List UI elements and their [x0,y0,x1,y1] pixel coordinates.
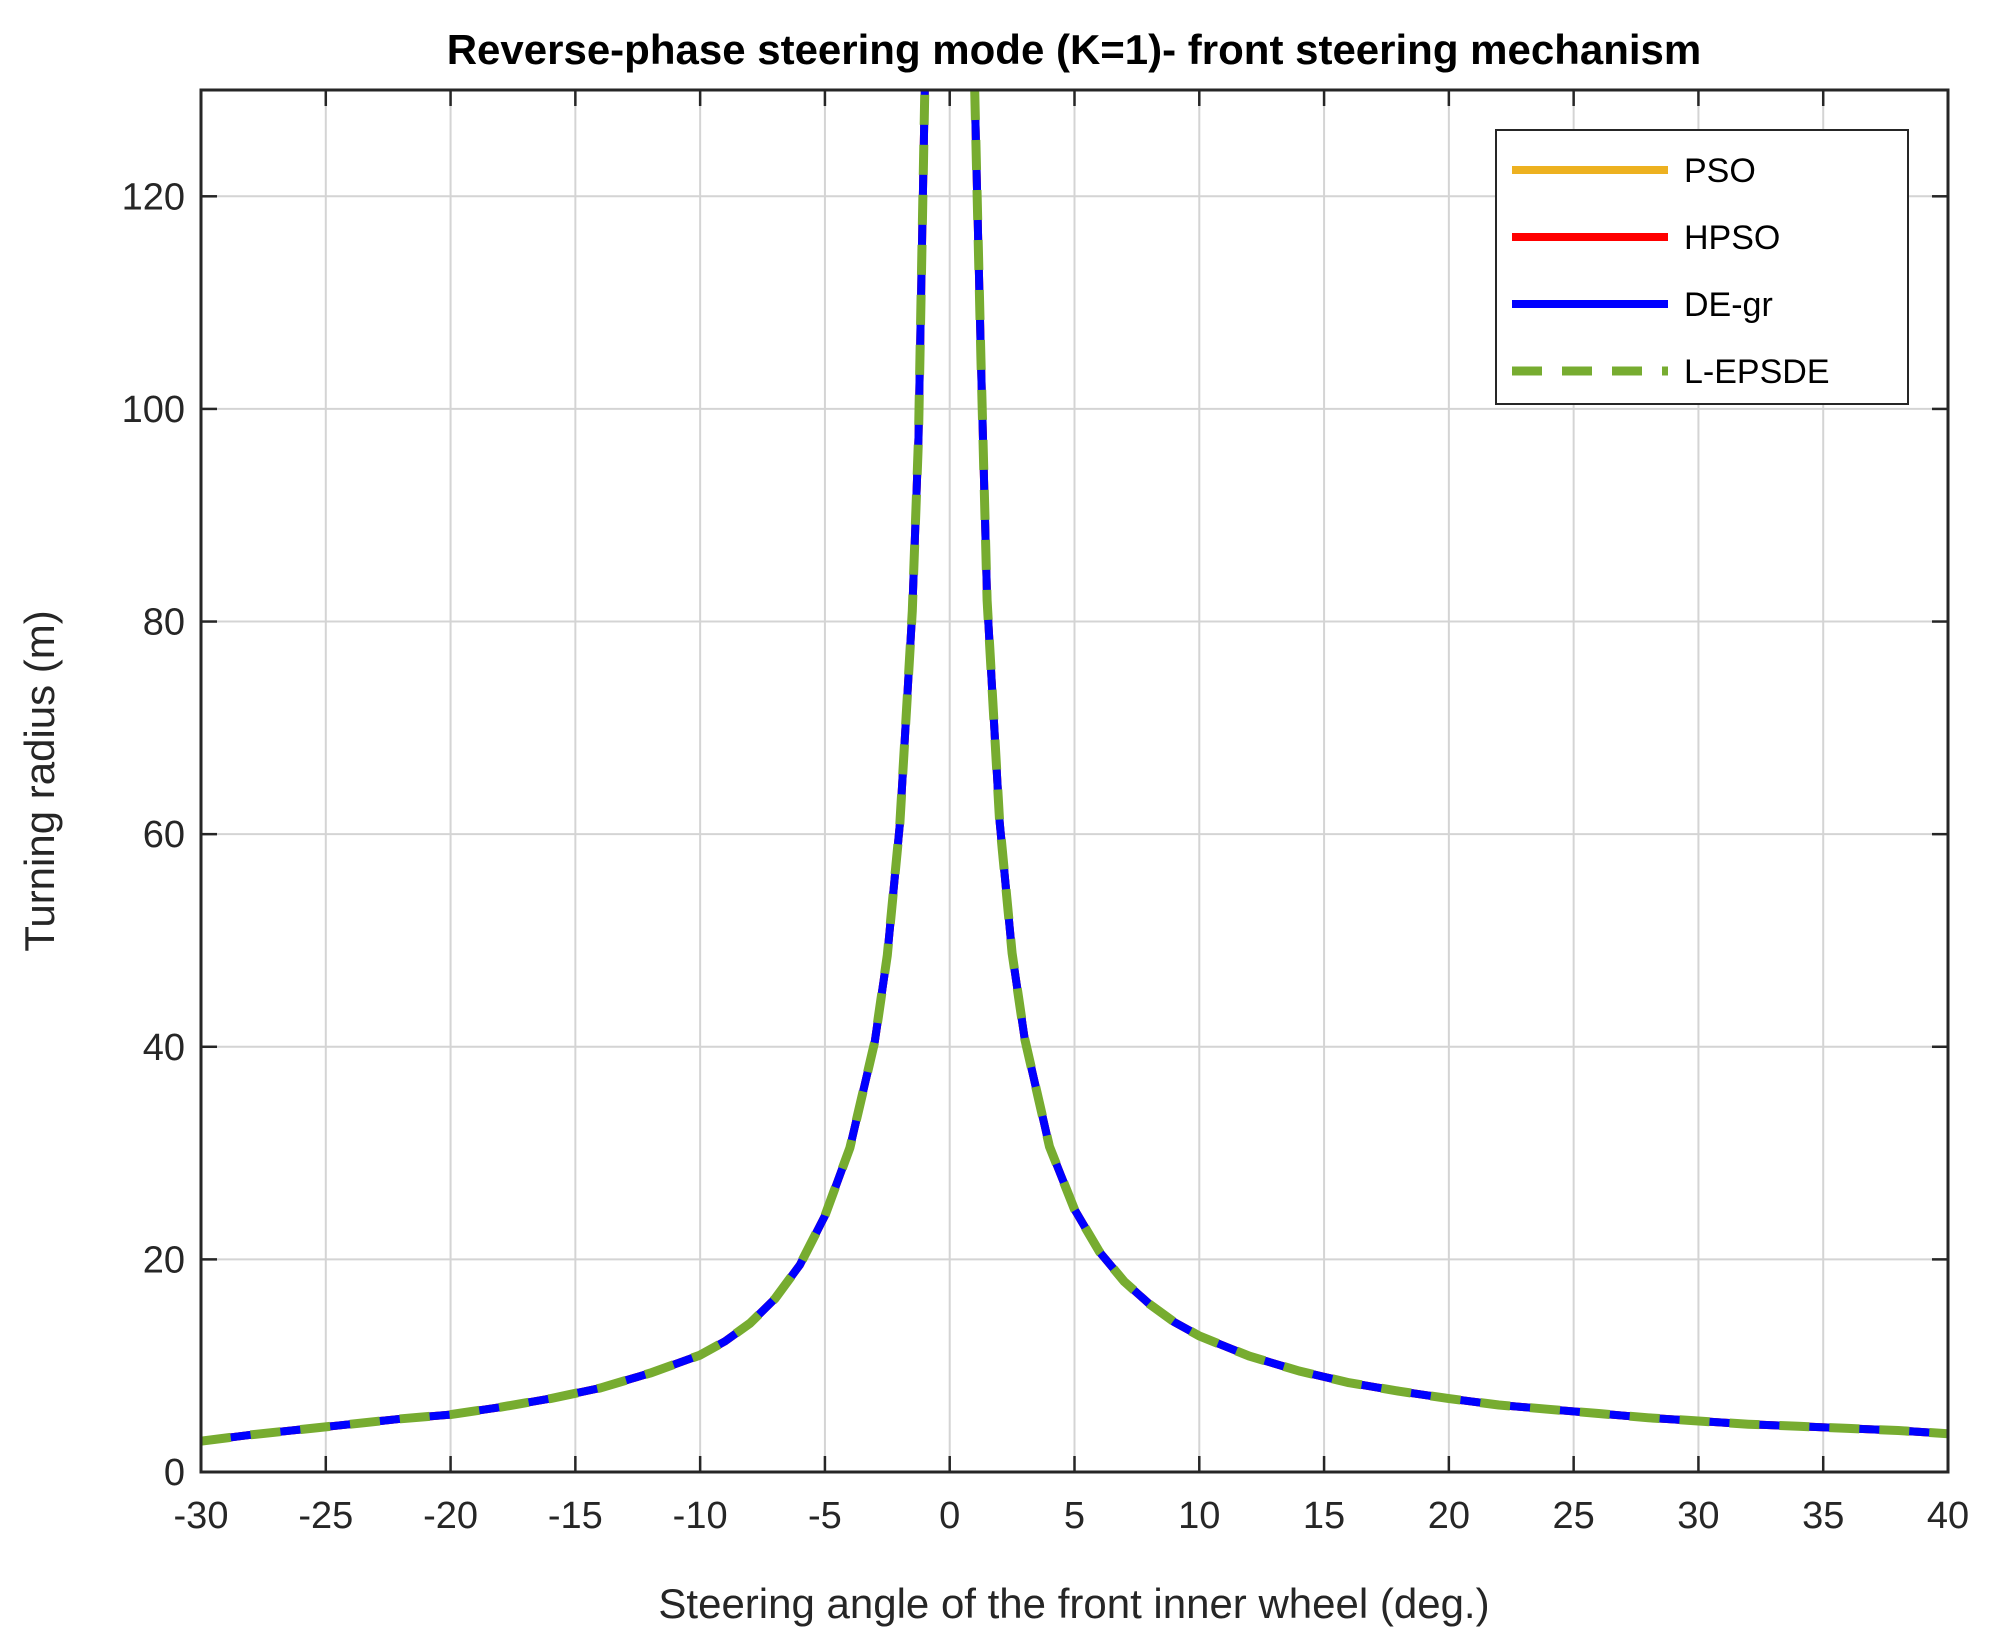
legend-label-de-gr: DE-gr [1684,286,1773,324]
x-tick-label: 15 [1303,1495,1345,1537]
x-axis-label: Steering angle of the front inner wheel … [658,1580,1489,1627]
x-tick-label: 25 [1553,1495,1595,1537]
series-line-l-epsde-right [970,90,1948,1439]
series-layer [201,90,1948,1446]
legend-items: PSO HPSO DE-gr L-EPSDE [1512,152,1830,391]
y-tick-label: 80 [143,602,185,644]
y-tick-label: 20 [143,1239,185,1281]
y-tick-label: 40 [143,1027,185,1069]
legend: PSO HPSO DE-gr L-EPSDE [1495,129,1909,405]
y-tick-label: 120 [122,176,185,218]
x-tick-label: -25 [298,1495,353,1537]
tick-labels: -30 -25 -20 -15 -10 -5 0 5 10 15 20 25 30 35 40 0 20 40 60… [122,176,1970,1537]
x-tick-label: -30 [174,1495,229,1537]
series-line-l-epsde-left [201,90,930,1446]
x-tick-label: -20 [423,1495,478,1537]
x-tick-label: 5 [1064,1495,1085,1537]
x-tick-label: 30 [1677,1495,1719,1537]
legend-label-l-epsde: L-EPSDE [1684,353,1830,391]
x-tick-label: 20 [1428,1495,1470,1537]
legend-label-hpso: HPSO [1684,219,1780,257]
x-tick-label: -10 [673,1495,728,1537]
x-tick-label: 40 [1927,1495,1969,1537]
y-axis-label: Turning radius (m) [16,610,63,952]
x-tick-label: -5 [808,1495,842,1537]
ticks [199,90,1950,1474]
x-tick-label: 0 [939,1495,960,1537]
legend-box [1495,129,1909,405]
legend-label-pso: PSO [1684,152,1756,190]
x-tick-label: 10 [1178,1495,1220,1537]
chart-title: Reverse-phase steering mode (K=1)- front… [447,26,1702,73]
x-tick-label: 35 [1802,1495,1844,1537]
y-tick-label: 0 [164,1452,185,1494]
x-tick-label: -15 [548,1495,603,1537]
y-tick-label: 60 [143,814,185,856]
y-tick-label: 100 [122,389,185,431]
